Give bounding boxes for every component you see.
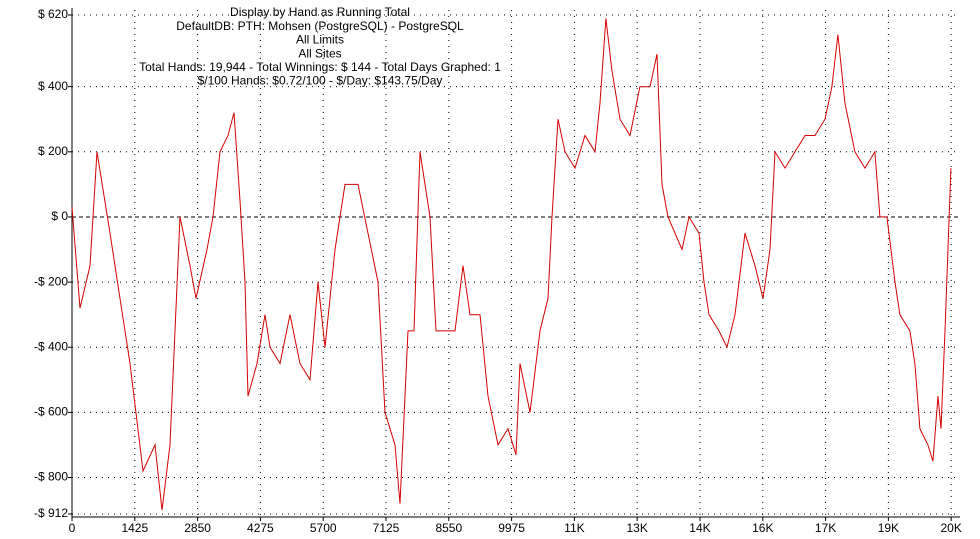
y-tick-label: $ 0 [51,209,68,223]
y-tick-label: -$ 200 [34,274,68,288]
x-tick-label: 11K [564,521,584,535]
y-tick-label: $ 400 [38,79,68,93]
y-tick-label: $ 200 [38,144,68,158]
x-tick-label: 17K [815,521,836,535]
x-tick-label: 9975 [498,521,525,535]
series-line [71,18,952,511]
title-line: All Sites [298,46,341,60]
x-tick-label: 2850 [184,521,211,535]
title-line: DefaultDB: PTH: Mohsen (PostgreSQL) - Po… [176,19,464,33]
x-tick-label: 4275 [247,521,274,535]
y-tick-label: -$ 400 [34,339,68,353]
x-tick-label: 16K [752,521,773,535]
x-tick-label: 1425 [121,521,148,535]
y-tick-label: -$ 600 [34,405,68,419]
title-line: Display by Hand as Running Total [230,5,410,19]
y-tick-label: -$ 800 [34,470,68,484]
x-tick-label: 7125 [373,521,400,535]
x-tick-label: 20K [941,521,962,535]
x-tick-label: 5700 [310,521,337,535]
title-line: All Limits [296,33,344,47]
x-tick-label: 0 [69,521,76,535]
x-tick-label: 13K [627,521,648,535]
x-tick-label: 19K [878,521,899,535]
title-line: Total Hands: 19,944 - Total Winnings: $ … [139,60,501,74]
title-line: $/100 Hands: $0.72/100 - $/Day: $143.75/… [198,74,443,88]
x-tick-label: 14K [689,521,710,535]
x-tick-label: 8550 [435,521,462,535]
y-tick-label: $ 620 [38,7,68,21]
y-tick-label: -$ 912 [34,506,68,520]
